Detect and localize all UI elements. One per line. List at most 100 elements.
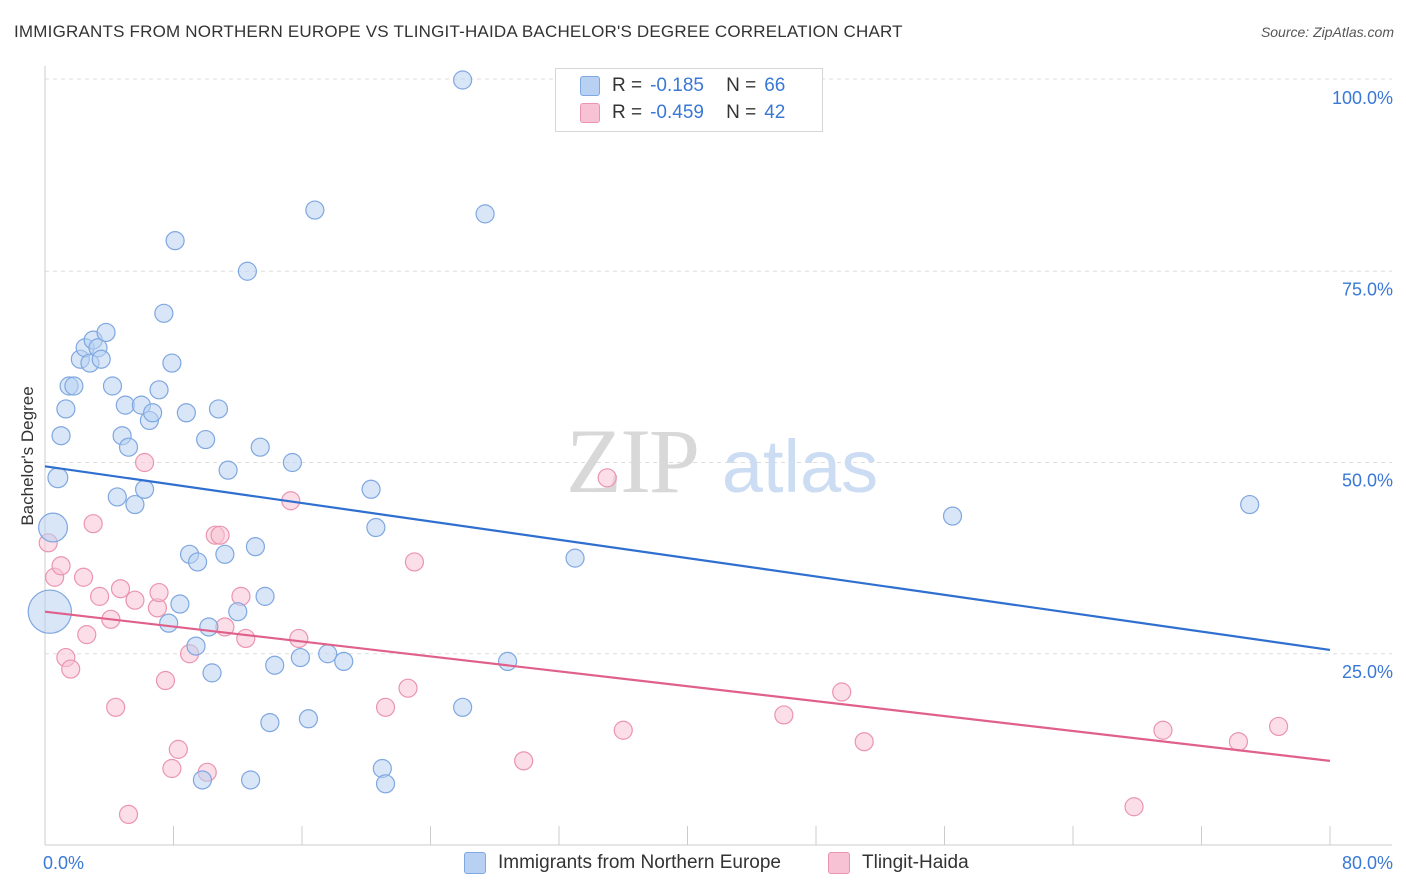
grid-lines: [45, 78, 1392, 655]
r-value: -0.459: [650, 102, 704, 123]
northern-europe-point: [215, 544, 235, 564]
northern-europe-point: [366, 517, 386, 538]
y-tick-label: 100.0%: [1332, 88, 1393, 108]
northern-europe-point: [170, 594, 190, 614]
northern-europe-point: [56, 399, 76, 419]
pink-swatch: [580, 103, 600, 123]
tlingit-haida-point: [289, 628, 309, 649]
r-label: R =: [612, 102, 643, 123]
r-label: R =: [612, 75, 643, 96]
tlingit-haida-point: [110, 579, 131, 599]
tlingit-haida-point: [832, 682, 852, 702]
northern-europe-point: [186, 636, 206, 656]
northern-europe-point: [298, 709, 319, 729]
northern-europe-point: [942, 506, 963, 526]
tlingit-haida-point: [118, 804, 139, 825]
source-label: Source: ZipAtlas.com: [1260, 24, 1394, 40]
tlingit-haida-point: [774, 705, 794, 725]
y-tick-label: 25.0%: [1342, 662, 1393, 682]
northern-europe-point: [334, 651, 354, 672]
tlingit-haida-point: [73, 567, 94, 587]
x-tick-label: 80.0%: [1342, 853, 1393, 873]
northern-europe-point: [361, 479, 381, 499]
watermark-atlas: atlas: [722, 425, 878, 508]
tlingit-haida-trend-line: [44, 610, 1331, 762]
n-value: 66: [764, 75, 786, 96]
northern-europe-point: [199, 617, 219, 637]
correlation-legend: R = -0.185 N = 66 R = -0.459 N = 42: [555, 68, 823, 132]
tlingit-haida-point: [77, 625, 97, 645]
tlingit-haida-point: [514, 751, 534, 771]
tlingit-haida-point: [398, 678, 418, 698]
northern-europe-point: [165, 231, 185, 251]
northern-europe-point: [265, 655, 285, 675]
northern-europe-point: [218, 460, 238, 480]
tlingit-haida-point: [149, 582, 169, 603]
northern-europe-point: [498, 651, 518, 672]
tlingit-haida-point: [236, 628, 256, 649]
northern-europe-point: [38, 512, 69, 543]
northern-europe-point: [202, 663, 222, 683]
northern-europe-point: [196, 429, 216, 450]
northern-europe-point: [149, 380, 169, 400]
northern-europe-point: [143, 403, 163, 423]
tlingit-haida-point: [155, 670, 176, 691]
northern-europe-point: [228, 602, 248, 622]
y-tick-label: 75.0%: [1342, 279, 1393, 299]
northern-europe-point: [305, 200, 325, 220]
legend-item-tlingit-haida[interactable]: Tlingit-Haida: [828, 852, 969, 874]
blue-swatch: [580, 76, 600, 96]
northern-europe-point: [318, 644, 338, 664]
tlingit-haida-point: [404, 552, 425, 572]
y-axis-title: Bachelor's Degree: [18, 386, 37, 525]
northern-europe-point: [475, 204, 495, 224]
northern-europe-point: [375, 774, 396, 794]
tlingit-haida-point: [854, 732, 874, 752]
northern-europe-point: [64, 376, 84, 396]
northern-europe-point: [192, 770, 213, 790]
tlingit-haida-point: [1268, 716, 1289, 737]
legend-item-northern-europe[interactable]: Immigrants from Northern Europe: [464, 852, 781, 874]
tlingit-haida-point: [106, 697, 126, 717]
northern-europe-point: [237, 261, 257, 281]
series-legend: Immigrants from Northern Europe Tlingit-…: [0, 852, 1406, 878]
northern-europe-trend-line: [44, 465, 1331, 652]
legend-row-tlingit-haida: R = -0.459 N = 42: [580, 101, 785, 125]
northern-europe-point: [115, 395, 135, 415]
northern-europe-point: [134, 479, 155, 499]
tlingit-haida-point: [90, 586, 110, 606]
x-tick-label: 0.0%: [43, 853, 84, 873]
northern-europe-point: [1240, 494, 1260, 515]
tlingit-haida-point: [1153, 720, 1173, 740]
pink-swatch: [828, 852, 850, 874]
northern-europe-point: [187, 552, 208, 572]
tlingit-haida-point: [168, 739, 188, 759]
northern-europe-point: [453, 70, 473, 90]
chart-title: IMMIGRANTS FROM NORTHERN EUROPE VS TLING…: [14, 22, 903, 41]
legend-label: Immigrants from Northern Europe: [498, 852, 781, 873]
northern-europe-point: [176, 403, 196, 423]
northern-europe-point: [96, 322, 116, 343]
tlingit-haida-point: [375, 697, 396, 717]
northern-europe-point: [245, 537, 266, 557]
trend-lines: [44, 465, 1331, 762]
legend-row-northern-europe: R = -0.185 N = 66: [580, 74, 785, 98]
northern-europe-point: [154, 303, 174, 323]
n-value: 42: [764, 102, 786, 123]
northern-europe-point: [159, 613, 179, 633]
tlingit-haida-point: [1228, 732, 1249, 752]
tlingit-haida-point: [83, 514, 103, 534]
northern-europe-point: [241, 770, 261, 790]
axes: [44, 66, 1392, 846]
blue-swatch: [464, 852, 486, 874]
tlingit-haida-point: [134, 452, 155, 473]
watermark-zip: ZIP: [566, 410, 698, 512]
northern-europe-point: [102, 376, 123, 396]
tlingit-haida-point: [61, 659, 81, 679]
n-label: N =: [726, 75, 757, 96]
northern-europe-point: [162, 353, 182, 373]
tlingit-haida-point: [597, 468, 617, 488]
tlingit-haida-point: [125, 590, 145, 610]
northern-europe-points: [27, 70, 1260, 794]
